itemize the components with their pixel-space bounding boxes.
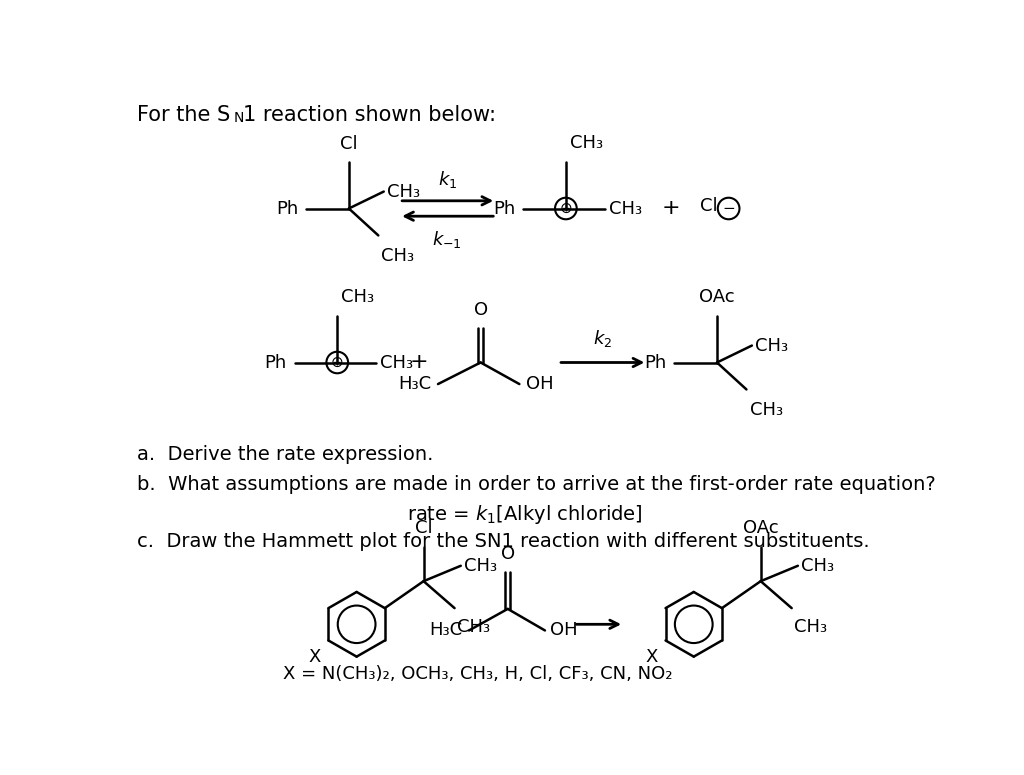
Text: OAc: OAc [699,288,735,305]
Text: $k_1$: $k_1$ [437,169,457,190]
Text: Ph: Ph [276,199,299,218]
Text: N: N [233,112,244,126]
Text: CH₃: CH₃ [608,199,642,218]
Text: CH₃: CH₃ [755,336,788,354]
Text: CH₃: CH₃ [381,247,415,265]
Text: OAc: OAc [742,519,778,537]
Text: c.  Draw the Hammett plot for the SN1 reaction with different substituents.: c. Draw the Hammett plot for the SN1 rea… [137,532,870,551]
Text: $k_2$: $k_2$ [593,328,612,349]
Text: Cl: Cl [340,135,357,153]
Text: b.  What assumptions are made in order to arrive at the first-order rate equatio: b. What assumptions are made in order to… [137,474,936,494]
Text: CH₃: CH₃ [457,618,490,636]
Text: CH₃: CH₃ [464,556,497,575]
Text: O: O [501,545,515,563]
Text: +: + [662,198,680,219]
Text: Cl: Cl [415,519,432,537]
Text: CH₃: CH₃ [380,353,413,371]
Text: CH₃: CH₃ [801,556,835,575]
Text: Ph: Ph [644,353,667,371]
Text: CH₃: CH₃ [341,288,374,305]
Text: H₃C: H₃C [398,375,432,393]
Text: For the S: For the S [137,105,230,125]
Text: ⊕: ⊕ [559,201,572,216]
Text: OH: OH [550,622,578,639]
Text: $k_{-1}$: $k_{-1}$ [432,229,462,250]
Text: CH₃: CH₃ [387,183,420,201]
Text: Ph: Ph [264,353,287,371]
Text: rate = $k_1$[Alkyl chloride]: rate = $k_1$[Alkyl chloride] [407,504,643,526]
Text: ⊕: ⊕ [331,355,344,370]
Text: OH: OH [525,375,553,393]
Text: CH₃: CH₃ [569,133,603,152]
Text: CH₃: CH₃ [794,618,827,636]
Text: 1 reaction shown below:: 1 reaction shown below: [243,105,496,125]
Text: O: O [473,301,487,319]
Text: +: + [410,353,428,373]
Text: H₃C: H₃C [430,622,463,639]
Text: CH₃: CH₃ [750,401,782,419]
Text: −: − [722,201,735,216]
Text: X = N(CH₃)₂, OCH₃, CH₃, H, Cl, CF₃, CN, NO₂: X = N(CH₃)₂, OCH₃, CH₃, H, Cl, CF₃, CN, … [283,666,673,684]
Text: Ph: Ph [494,199,515,218]
Text: X: X [308,648,321,666]
Text: a.  Derive the rate expression.: a. Derive the rate expression. [137,446,434,464]
Text: Cl: Cl [700,197,718,215]
Text: X: X [645,648,657,666]
